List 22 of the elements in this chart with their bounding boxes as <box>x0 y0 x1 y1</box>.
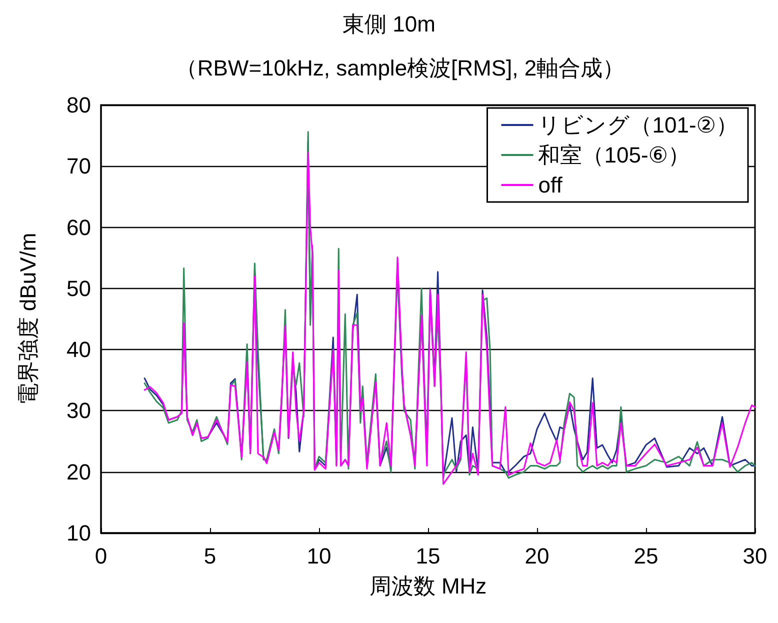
chart-title: 東側 10m <box>342 12 436 36</box>
legend-label: リビング（101-②） <box>538 112 738 138</box>
x-tick-label: 0 <box>94 544 108 568</box>
legend-label: off <box>538 172 564 198</box>
x-tick-label: 5 <box>204 544 216 568</box>
y-tick-label: 70 <box>66 154 91 179</box>
x-tick-label: 10 <box>306 544 332 568</box>
x-tick-label: 15 <box>416 544 440 568</box>
x-tick-label: 20 <box>524 544 550 568</box>
y-axis-title: 電界強度 dBuV/m <box>16 232 40 406</box>
x-tick-label: 30 <box>742 544 768 568</box>
y-tick-label: 20 <box>66 459 91 484</box>
y-tick-label: 40 <box>66 337 91 362</box>
legend-label: 和室（105-⑥） <box>538 142 690 168</box>
y-tick-label: 80 <box>66 92 91 118</box>
y-tick-label: 50 <box>66 276 91 301</box>
x-tick-label: 25 <box>634 544 658 568</box>
x-axis-title: 周波数 MHz <box>369 574 487 598</box>
y-tick-label: 10 <box>66 520 91 546</box>
y-tick-label: 60 <box>66 214 91 240</box>
chart-subtitle: （RBW=10kHz, sample検波[RMS], 2軸合成） <box>175 56 625 80</box>
y-tick-label: 30 <box>66 398 91 424</box>
